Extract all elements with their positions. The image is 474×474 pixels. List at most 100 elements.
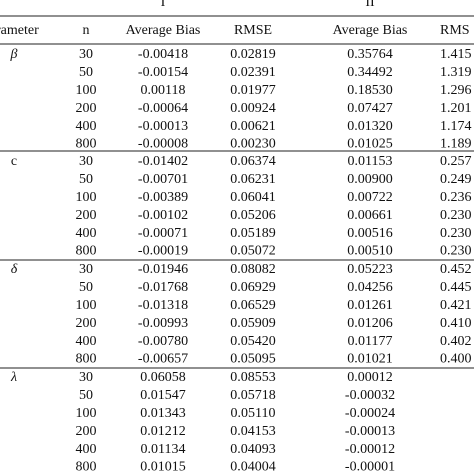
cell: 0.452 [440, 262, 472, 277]
cell: 0.01021 [347, 352, 393, 367]
cell: -0.00102 [138, 208, 188, 223]
cell: 30 [79, 154, 93, 169]
cell: 400 [76, 119, 97, 134]
cell: 0.249 [440, 172, 472, 187]
cell: -0.00993 [138, 316, 188, 331]
cell: 0.05718 [230, 388, 276, 403]
cell: 0.35764 [347, 47, 393, 62]
cell: 0.06529 [230, 298, 276, 313]
cell: 0.06058 [140, 370, 186, 385]
cell: 0.04256 [347, 280, 393, 295]
cell: 0.00924 [230, 101, 276, 116]
cell: 1.319 [440, 65, 472, 80]
cell: 800 [76, 244, 97, 259]
cell: 1.174 [440, 119, 472, 134]
cell: 0.06374 [230, 154, 276, 169]
cell: -0.00064 [138, 101, 188, 116]
cell: -0.00013 [138, 119, 188, 134]
cell: -0.00001 [345, 460, 395, 474]
cell: 400 [76, 442, 97, 457]
parameter: β [10, 47, 18, 62]
cell: 200 [76, 101, 97, 116]
column-header: RMS [440, 23, 470, 38]
cell: 100 [76, 406, 97, 421]
cell: 0.01134 [141, 442, 186, 457]
cell: -0.00008 [138, 137, 188, 152]
cell: 0.01206 [347, 316, 393, 331]
cell: -0.00780 [138, 334, 188, 349]
cell: 0.08082 [230, 262, 276, 277]
cell: 400 [76, 226, 97, 241]
cell: 0.05909 [230, 316, 276, 331]
cell: 50 [79, 280, 93, 295]
cell: 0.00012 [347, 370, 393, 385]
cell: 1.201 [440, 101, 472, 116]
cell: -0.01318 [138, 298, 188, 313]
cell: 0.01153 [348, 154, 393, 169]
cell: 0.05223 [347, 262, 393, 277]
cell: 50 [79, 388, 93, 403]
cell: -0.01946 [138, 262, 188, 277]
cell: 0.05072 [230, 244, 276, 259]
cell: 0.00722 [347, 190, 393, 205]
cell: 0.08553 [230, 370, 276, 385]
cell: 200 [76, 208, 97, 223]
column-header: Average Bias [333, 23, 408, 38]
cell: 100 [76, 190, 97, 205]
cell: 30 [79, 370, 93, 385]
cell: -0.00154 [138, 65, 188, 80]
cell: 0.07427 [347, 101, 393, 116]
cell: 800 [76, 137, 97, 152]
cell: 0.445 [440, 280, 472, 295]
cell: -0.00013 [345, 424, 395, 439]
cell: 0.00118 [141, 83, 186, 98]
cell: 0.06929 [230, 280, 276, 295]
cell: 0.04153 [230, 424, 276, 439]
cell: -0.00389 [138, 190, 188, 205]
cell: 0.18530 [347, 83, 393, 98]
cell: 0.421 [440, 298, 472, 313]
parameter: δ [11, 262, 18, 277]
column-header: rameter [0, 23, 39, 38]
cell: 0.257 [440, 154, 472, 169]
cell: 0.230 [440, 244, 472, 259]
cell: 200 [76, 316, 97, 331]
cell: 0.34492 [347, 65, 393, 80]
cell: 0.00900 [347, 172, 393, 187]
cell: 50 [79, 65, 93, 80]
cell: 0.402 [440, 334, 472, 349]
cell: 0.01320 [347, 119, 393, 134]
cell: 0.01177 [348, 334, 393, 349]
cell: 100 [76, 83, 97, 98]
cell: -0.00657 [138, 352, 188, 367]
cell: 0.04004 [230, 460, 276, 474]
parameter: c [11, 154, 17, 169]
cell: 0.01261 [347, 298, 393, 313]
cell: 200 [76, 424, 97, 439]
cell: 0.05095 [230, 352, 276, 367]
cell: 0.01977 [230, 83, 276, 98]
cell: 0.05189 [230, 226, 276, 241]
cell: 0.230 [440, 208, 472, 223]
cell: 0.01547 [140, 388, 186, 403]
parameter: λ [10, 370, 17, 385]
cell: 0.02819 [230, 47, 276, 62]
cell: 30 [79, 47, 93, 62]
cell: 0.400 [440, 352, 472, 367]
cell: 0.236 [440, 190, 472, 205]
cell: -0.00024 [345, 406, 395, 421]
cell: 0.00516 [347, 226, 393, 241]
cell: -0.01402 [138, 154, 188, 169]
cell: -0.00418 [138, 47, 188, 62]
cell: 0.00661 [347, 208, 393, 223]
cell: 800 [76, 352, 97, 367]
cell: 0.01343 [140, 406, 186, 421]
cell: 0.00230 [230, 137, 276, 152]
cell: 0.05420 [230, 334, 276, 349]
cell: 0.230 [440, 226, 472, 241]
cell: -0.00019 [138, 244, 188, 259]
cell: 0.05206 [230, 208, 276, 223]
cell: -0.00032 [345, 388, 395, 403]
cell: 0.02391 [230, 65, 276, 80]
